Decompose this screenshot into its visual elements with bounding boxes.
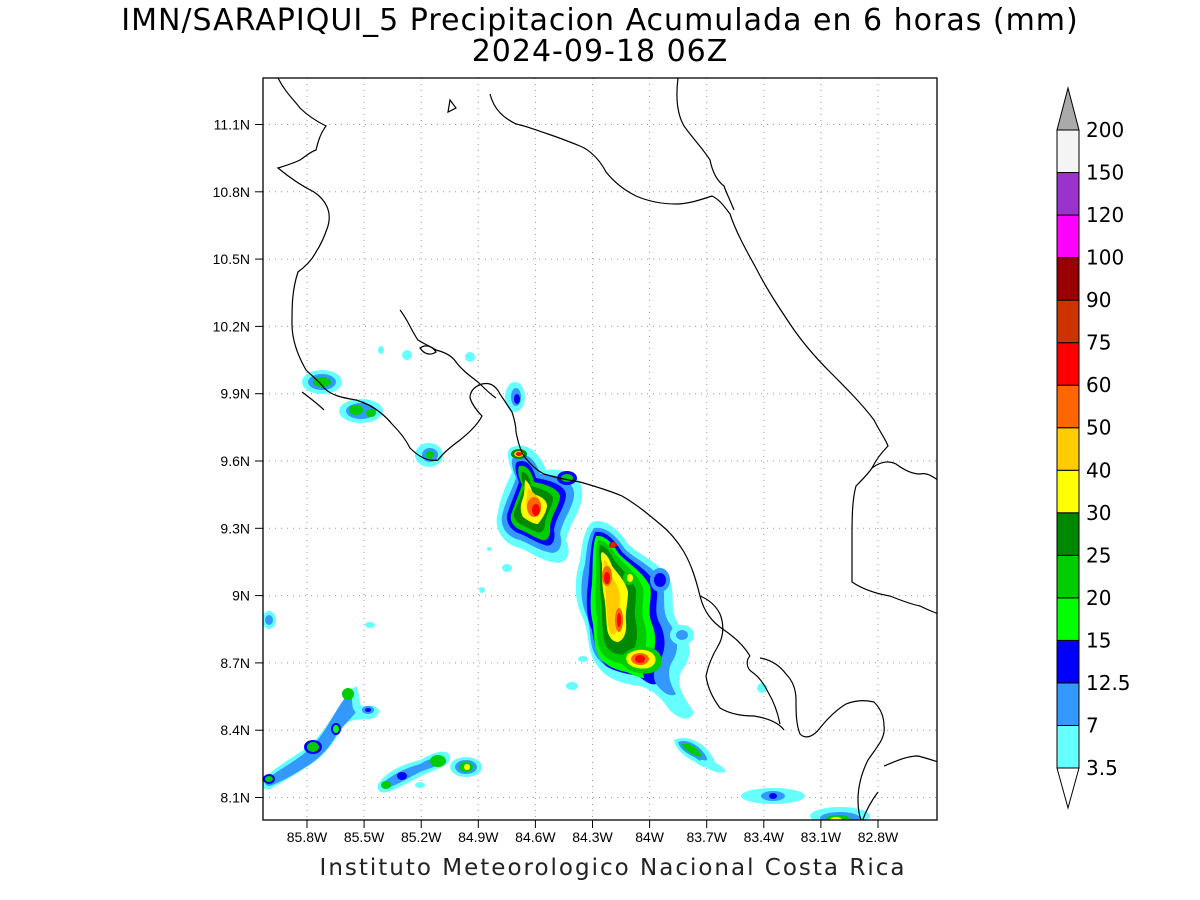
map-panel	[262, 77, 938, 821]
colorbar-label: 90	[1086, 288, 1111, 312]
colorbar-over-triangle	[1056, 86, 1080, 131]
map-date: 2024-09-18 06Z	[471, 34, 729, 69]
colorbar-label: 7	[1086, 713, 1099, 737]
rain-cell-central-pacific	[479, 445, 583, 593]
colorbar-swatch	[1056, 554, 1080, 599]
lon-tick-label: 84.9W	[458, 829, 499, 845]
lon-tick-label: 83.7W	[686, 829, 727, 845]
lon-tick-label: 84W	[635, 829, 665, 845]
colorbar-swatch	[1056, 342, 1080, 386]
colorbar-swatch	[1056, 724, 1080, 769]
lat-tick-label: 9.6N	[220, 453, 250, 469]
lon-tick-label: 85.2W	[401, 829, 442, 845]
rain-cell-nicoya	[263, 346, 525, 629]
colorbar-swatch	[1056, 299, 1080, 344]
colorbar-label: 30	[1086, 501, 1111, 525]
colorbar-label: 20	[1086, 586, 1111, 610]
map-title: IMN/SARAPIQUI_5 Precipitacion Acumulada …	[121, 3, 1079, 38]
lon-tick-label: 84.6W	[515, 829, 556, 845]
map-frame	[262, 77, 938, 821]
lon-tick-label: 84.3W	[572, 829, 613, 845]
chiriqui-islands	[862, 791, 879, 820]
nicoya-island	[419, 345, 437, 355]
lat-tick-label: 9.3N	[220, 520, 250, 536]
lat-tick-label: 8.1N	[220, 790, 250, 806]
colorbar-swatch	[1056, 469, 1080, 514]
colorbar-label: 75	[1086, 331, 1111, 355]
colorbar-swatch	[1056, 512, 1080, 556]
lat-tick-label: 10.8N	[213, 184, 250, 200]
colorbar-label: 200	[1086, 118, 1124, 142]
colorbar-label: 40	[1086, 458, 1111, 482]
lon-tick-label: 83.4W	[744, 829, 785, 845]
peninsula-tip	[301, 391, 325, 411]
colorbar-label: 100	[1086, 246, 1124, 270]
lon-tick-label: 85.8W	[287, 829, 328, 845]
rain-cell-offshore	[263, 686, 482, 793]
lat-tick-label: 9N	[232, 588, 250, 604]
lat-tick-label: 8.7N	[220, 655, 250, 671]
footer-credit: Instituto Meteorologico Nacional Costa R…	[319, 855, 907, 881]
panama-border	[676, 78, 735, 211]
latitude-axis: 11.1N 10.8N 10.5N 10.2N 9.9N 9.6N 9.3N 9N 8.7N 8.…	[213, 117, 263, 806]
colorbar-label: 12.5	[1086, 671, 1131, 695]
nicaragua-lake	[447, 98, 457, 114]
nicaragua-coast	[276, 78, 751, 657]
colorbar-label: 25	[1086, 543, 1111, 567]
colorbar-swatch	[1056, 597, 1080, 641]
burica-coast	[759, 657, 885, 820]
colorbar-label: 50	[1086, 416, 1111, 440]
lon-tick-label: 83.1W	[801, 829, 842, 845]
colorbar-swatch	[1056, 639, 1080, 684]
caribbean-coast	[489, 93, 937, 615]
coastlines	[276, 78, 937, 820]
colorbar-label: 120	[1086, 203, 1124, 227]
lat-tick-label: 11.1N	[214, 117, 250, 133]
map-background	[263, 78, 937, 820]
colorbar-swatch	[1056, 257, 1080, 301]
colorbar-label: 60	[1086, 373, 1111, 397]
colorbar-under-triangle	[1056, 767, 1080, 810]
lon-tick-label: 82.8W	[858, 829, 899, 845]
colorbar-swatch	[1056, 427, 1080, 471]
colorbar-swatch	[1056, 384, 1080, 429]
colorbar-swatch	[1056, 172, 1080, 216]
lat-tick-label: 8.4N	[220, 722, 250, 738]
colorbar-label: 3.5	[1086, 756, 1118, 780]
nicoya-gulf-coast	[399, 309, 497, 399]
colorbar-swatch	[1056, 214, 1080, 259]
chiriqui-coast	[883, 755, 937, 767]
colorbar-swatch	[1056, 129, 1080, 174]
colorbar-swatch	[1056, 682, 1080, 726]
lat-tick-label: 10.5N	[213, 251, 250, 267]
lon-tick-label: 85.5W	[344, 829, 385, 845]
costa-rica-panama-border	[871, 461, 937, 481]
colorbar-label: 15	[1086, 628, 1111, 652]
lat-tick-label: 10.2N	[213, 318, 250, 334]
colorbar-label: 150	[1086, 161, 1124, 185]
longitude-axis: 85.8W 85.5W 85.2W 84.9W 84.6W 84.3W 84W 83.7W 83…	[287, 820, 899, 845]
pacific-lower-coast	[699, 595, 785, 731]
osa-coast	[746, 655, 781, 725]
lat-tick-label: 9.9N	[220, 386, 250, 402]
precipitation-field	[263, 346, 870, 820]
rain-cell-southern-pacific	[566, 521, 870, 820]
colorbar: 3.5 7 12.5 15 20 25 30 40 50 60 75 90 100 120 150 200	[1056, 86, 1131, 810]
